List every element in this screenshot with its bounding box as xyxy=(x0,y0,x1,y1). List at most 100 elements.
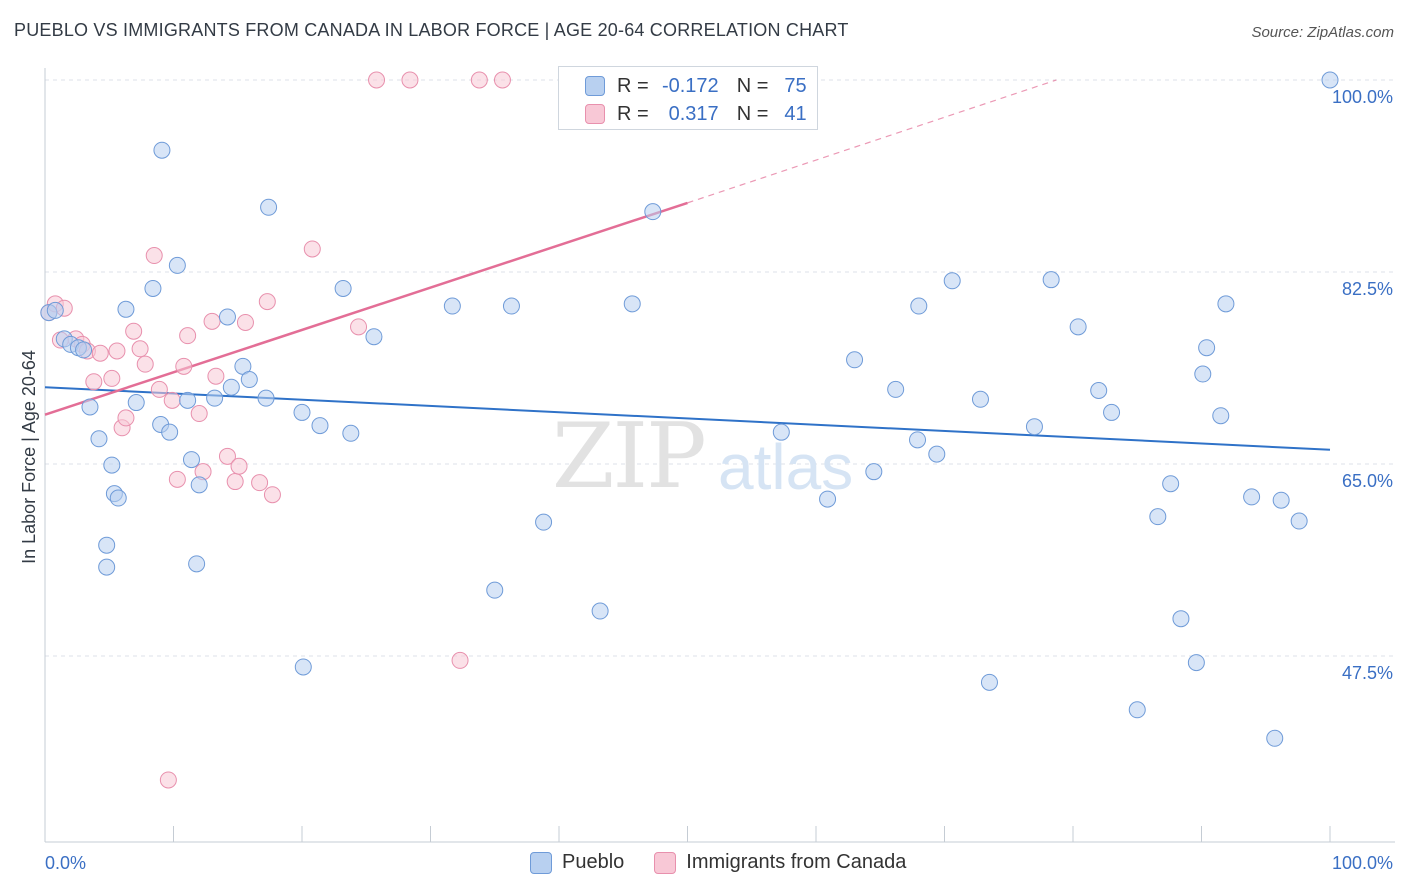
pueblo-point xyxy=(98,536,116,554)
pueblo-point xyxy=(909,431,927,449)
canada-point xyxy=(218,447,236,465)
pueblo-swatch xyxy=(585,76,605,96)
pueblo-point xyxy=(144,279,162,297)
pueblo-point xyxy=(90,430,108,448)
r-value: 0.317 xyxy=(668,102,719,125)
pueblo-point xyxy=(591,602,609,620)
pueblo-point xyxy=(334,279,352,297)
canada-point xyxy=(85,373,103,391)
tick-labels: 47.5% 65.0% 82.5% 100.0% 0.0% 100.0% xyxy=(45,87,1393,873)
canada-point xyxy=(207,367,225,385)
canada-point xyxy=(131,340,149,358)
canada-point xyxy=(470,71,488,89)
canada-trend-extension xyxy=(687,79,1057,204)
pueblo-point xyxy=(1162,475,1180,493)
canada-point xyxy=(251,474,269,492)
canada-point xyxy=(163,391,181,409)
pueblo-point xyxy=(1290,512,1308,530)
canada-point xyxy=(368,71,386,89)
pueblo-point xyxy=(81,398,99,416)
pueblo-point xyxy=(182,451,200,469)
canada-point xyxy=(230,457,248,475)
pueblo-point xyxy=(293,403,311,421)
n-label: N = xyxy=(736,74,769,97)
pueblo-point xyxy=(846,351,864,369)
canada-point xyxy=(125,322,143,340)
data-points xyxy=(40,71,1339,789)
canada-point xyxy=(159,771,177,789)
pueblo-point xyxy=(819,490,837,508)
pueblo-point xyxy=(1217,295,1235,313)
pueblo-point xyxy=(928,445,946,463)
pueblo-point xyxy=(168,256,186,274)
pueblo-point xyxy=(772,423,790,441)
pueblo-point xyxy=(1194,365,1212,383)
canada-point xyxy=(145,247,163,265)
pueblo-point xyxy=(1172,610,1190,628)
canada-point xyxy=(401,71,419,89)
trend-lines xyxy=(44,79,1331,451)
pueblo-point xyxy=(206,389,224,407)
pueblo-point xyxy=(342,424,360,442)
pueblo-point xyxy=(222,378,240,396)
pueblo-point xyxy=(1149,508,1167,526)
source-label: Source: ZipAtlas.com xyxy=(1251,24,1394,41)
pueblo-point xyxy=(1187,654,1205,672)
r-value: -0.172 xyxy=(661,74,719,97)
pueblo-point xyxy=(971,390,989,408)
pueblo-point xyxy=(103,456,121,474)
canada-point xyxy=(168,470,186,488)
pueblo-point xyxy=(188,555,206,573)
x-tick-label: 100.0% xyxy=(1332,853,1393,873)
pueblo-point xyxy=(980,673,998,691)
pueblo-point xyxy=(443,297,461,315)
axes xyxy=(44,68,1395,843)
canada-swatch xyxy=(654,851,677,874)
pueblo-point xyxy=(887,380,905,398)
pueblo-point xyxy=(1090,381,1108,399)
pueblo-swatch xyxy=(530,851,552,874)
correlation-legend: R = -0.172 N = 75 R = 0.317 N = 41 xyxy=(558,66,818,130)
pueblo-point xyxy=(865,463,883,481)
pueblo-point xyxy=(190,476,208,494)
pueblo-point xyxy=(161,423,179,441)
pueblo-point xyxy=(623,295,641,313)
canada-point xyxy=(175,357,193,375)
pueblo-point xyxy=(1266,729,1284,747)
pueblo-point xyxy=(218,308,236,326)
canada-point xyxy=(103,369,121,387)
pueblo-point xyxy=(117,300,135,318)
n-label: N = xyxy=(736,102,769,125)
pueblo-point xyxy=(943,272,961,290)
pueblo-point xyxy=(1042,271,1060,289)
watermark-zip: ZIP xyxy=(552,404,707,509)
pueblo-point xyxy=(644,203,662,221)
canada-point xyxy=(263,486,281,504)
y-tick-label: 82.5% xyxy=(1342,279,1393,299)
pueblo-point xyxy=(535,513,553,531)
pueblo-point xyxy=(365,328,383,346)
legend-row-canada: R = 0.317 N = 41 xyxy=(585,101,807,127)
canada-point xyxy=(203,312,221,330)
canada-trend-line xyxy=(44,201,688,416)
pueblo-point xyxy=(179,391,197,409)
canada-point xyxy=(91,344,109,362)
pueblo-point xyxy=(1212,407,1230,425)
canada-point xyxy=(108,342,126,360)
canada-point xyxy=(117,409,135,427)
legend-label-canada: Immigrants from Canada xyxy=(686,851,907,873)
pueblo-point xyxy=(294,658,312,676)
canada-point xyxy=(179,327,197,345)
pueblo-point xyxy=(75,341,93,359)
canada-point xyxy=(350,318,368,336)
x-tick-label: 0.0% xyxy=(45,853,86,873)
pueblo-point xyxy=(1069,318,1087,336)
pueblo-point xyxy=(1128,701,1146,719)
y-tick-label: 47.5% xyxy=(1342,663,1393,683)
r-label: R = xyxy=(617,74,649,97)
legend-item-pueblo: Pueblo xyxy=(530,851,624,874)
pueblo-point xyxy=(257,389,275,407)
n-value: 41 xyxy=(784,102,807,125)
pueblo-point xyxy=(1272,491,1290,509)
y-tick-label: 100.0% xyxy=(1332,87,1393,107)
